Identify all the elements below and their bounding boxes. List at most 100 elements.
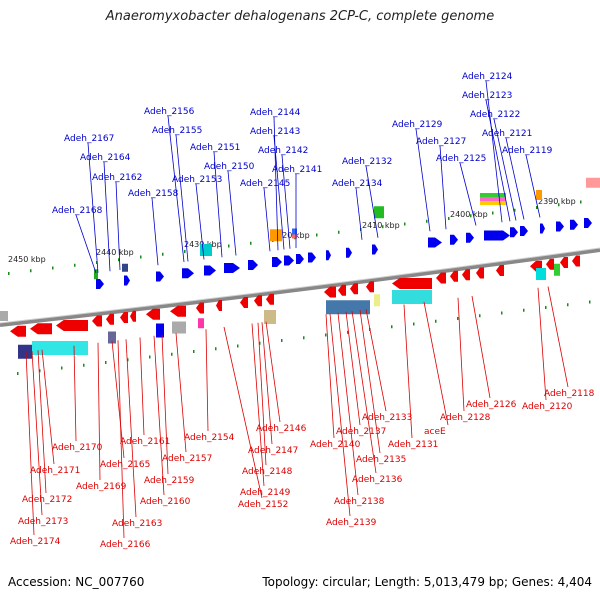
feature-block (292, 234, 297, 239)
forward-gene-label: Adeh_2134 (332, 179, 383, 189)
label-leader-line (457, 297, 465, 412)
forward-gene-glyph (182, 268, 194, 279)
tick-mark (30, 269, 32, 273)
reverse-gene-label: Adeh_2147 (248, 446, 298, 456)
reverse-gene-glyph (240, 297, 248, 308)
tick-mark (492, 211, 494, 215)
tick-mark (435, 319, 437, 323)
feature-block (374, 294, 380, 307)
feature-block (200, 244, 212, 256)
label-leader-line (337, 312, 359, 496)
tick-mark (149, 355, 151, 359)
forward-gene-label: Adeh_2168 (52, 206, 103, 216)
label-leader-line (153, 335, 165, 496)
label-leader-line (365, 165, 379, 238)
label-leader-line (439, 145, 447, 230)
reverse-gene-glyph (436, 272, 446, 284)
forward-gene-label: Adeh_2122 (470, 110, 520, 120)
tick-mark (523, 308, 525, 312)
reverse-gene-glyph (324, 286, 336, 298)
forward-gene-glyph (372, 244, 378, 255)
label-leader-line (265, 321, 281, 423)
reverse-gene-label: Adeh_2120 (522, 402, 573, 412)
feature-block (374, 206, 384, 219)
forward-gene-glyph (96, 279, 104, 289)
reverse-gene-glyph (572, 255, 580, 267)
forward-gene-label: Adeh_2129 (392, 120, 443, 130)
tick-mark (74, 263, 76, 267)
reverse-gene-label: Adeh_2149 (240, 488, 291, 498)
tick-mark (536, 206, 538, 209)
reverse-gene-glyph (392, 278, 432, 289)
label-leader-line (485, 99, 511, 222)
reverse-gene-glyph (170, 305, 186, 317)
feature-block (94, 269, 98, 280)
tick-mark (479, 314, 481, 318)
tick-mark (127, 358, 129, 362)
forward-gene-label: Adeh_2167 (64, 134, 114, 144)
label-leader-line (37, 350, 47, 494)
tick-mark (228, 244, 230, 248)
tick-mark (17, 372, 19, 375)
label-leader-line (547, 286, 569, 388)
feature-block (480, 193, 506, 197)
tick-mark (316, 233, 318, 237)
label-leader-line (195, 183, 205, 260)
label-leader-line (167, 115, 185, 263)
reverse-gene-glyph (10, 325, 26, 337)
label-leader-line (345, 311, 361, 426)
forward-gene-label: Adeh_2145 (240, 179, 290, 189)
forward-gene-label: Adeh_2153 (172, 175, 222, 185)
reverse-gene-label: Adeh_2136 (352, 475, 403, 485)
forward-gene-label: Adeh_2143 (250, 127, 300, 137)
reverse-gene-label: Adeh_2154 (184, 433, 235, 443)
label-leader-line (423, 301, 449, 426)
forward-gene-label: Adeh_2156 (144, 107, 195, 117)
forward-gene-label: Adeh_2123 (462, 91, 512, 101)
tick-mark (589, 300, 591, 304)
label-leader-line (251, 323, 265, 487)
label-leader-line (273, 135, 285, 250)
forward-gene-glyph (510, 227, 518, 238)
reverse-gene-label: Adeh_2126 (466, 400, 517, 410)
label-leader-line (175, 134, 189, 262)
reverse-gene-glyph (366, 281, 374, 293)
tick-mark (303, 336, 305, 340)
label-leader-line (151, 197, 159, 266)
scale-label: 2450 kbp (8, 255, 46, 264)
reverse-gene-glyph (216, 300, 222, 311)
feature-block (156, 323, 164, 338)
feature-block (0, 311, 8, 321)
tick-mark (52, 266, 54, 270)
reverse-gene-glyph (450, 270, 458, 282)
label-leader-line (281, 154, 291, 249)
reverse-gene-glyph (56, 320, 88, 331)
label-leader-line (261, 322, 273, 445)
forward-gene-label: Adeh_2132 (342, 157, 392, 167)
reverse-gene-label: Adeh_2169 (76, 482, 127, 492)
tick-mark (184, 250, 186, 253)
tick-mark (457, 317, 459, 320)
label-leader-line (227, 170, 237, 256)
tick-mark (514, 208, 516, 212)
forward-gene-label: Adeh_2124 (462, 72, 513, 82)
tick-mark (140, 255, 142, 259)
forward-gene-label: Adeh_2162 (92, 173, 142, 183)
tick-mark (413, 322, 415, 326)
label-leader-line (223, 326, 263, 499)
forward-gene-glyph (224, 263, 240, 273)
reverse-gene-label: Adeh_2166 (100, 540, 151, 550)
scale-label: 2400 kbp (450, 210, 488, 219)
genome-backbone (0, 248, 600, 327)
label-leader-line (97, 342, 101, 481)
label-leader-line (365, 309, 387, 412)
reverse-gene-glyph (120, 312, 128, 323)
forward-gene-glyph (466, 232, 474, 243)
feature-block (270, 229, 282, 242)
reverse-gene-label: Adeh_2157 (162, 454, 212, 464)
label-leader-line (111, 340, 125, 459)
forward-gene-glyph (284, 255, 294, 266)
label-leader-line (103, 161, 111, 272)
label-leader-line (329, 313, 351, 517)
